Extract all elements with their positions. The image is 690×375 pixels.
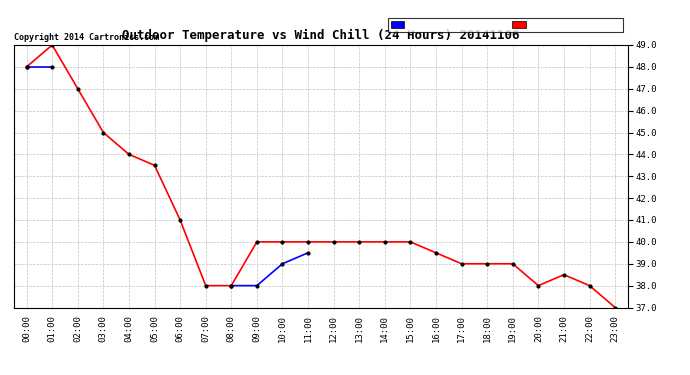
Legend: Wind Chill  (°F), Temperature  (°F): Wind Chill (°F), Temperature (°F) [388, 18, 623, 32]
Text: Copyright 2014 Cartronics.com: Copyright 2014 Cartronics.com [14, 33, 159, 42]
Title: Outdoor Temperature vs Wind Chill (24 Hours) 20141106: Outdoor Temperature vs Wind Chill (24 Ho… [122, 29, 520, 42]
